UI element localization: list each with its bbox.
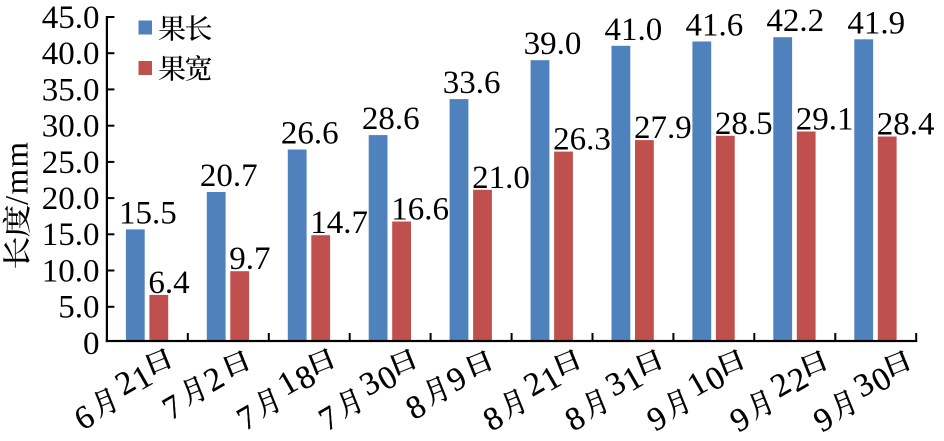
svg-text:10.0: 10.0	[42, 253, 100, 289]
svg-text:28.6: 28.6	[362, 101, 420, 137]
svg-text:26.6: 26.6	[281, 116, 339, 152]
svg-text:35.0: 35.0	[42, 72, 100, 108]
svg-text:15.5: 15.5	[119, 195, 177, 231]
svg-text:16.6: 16.6	[391, 192, 449, 228]
svg-text:27.9: 27.9	[634, 110, 692, 146]
svg-text:28.5: 28.5	[715, 106, 773, 142]
svg-text:30.0: 30.0	[42, 109, 100, 145]
svg-text:5.0: 5.0	[58, 290, 99, 326]
svg-text:21.0: 21.0	[472, 160, 530, 196]
svg-text:28.4: 28.4	[877, 107, 935, 143]
svg-text:20.0: 20.0	[42, 181, 100, 217]
svg-text:29.1: 29.1	[796, 102, 854, 138]
svg-text:/mm: /mm	[0, 141, 35, 205]
svg-text:41.9: 41.9	[847, 5, 905, 41]
svg-text:14.7: 14.7	[310, 205, 368, 241]
svg-text:41.0: 41.0	[605, 12, 663, 48]
svg-text:15.0: 15.0	[42, 217, 100, 253]
svg-text:41.6: 41.6	[686, 8, 744, 44]
svg-text:26.3: 26.3	[553, 122, 611, 158]
svg-text:6.4: 6.4	[148, 265, 189, 301]
svg-text:40.0: 40.0	[42, 36, 100, 72]
svg-text:25.0: 25.0	[42, 145, 100, 181]
svg-text:42.2: 42.2	[766, 3, 824, 39]
svg-text:45.0: 45.0	[42, 0, 100, 36]
svg-text:9.7: 9.7	[229, 241, 270, 277]
svg-text:0: 0	[83, 326, 100, 362]
svg-text:39.0: 39.0	[524, 26, 582, 62]
svg-text:33.6: 33.6	[443, 65, 501, 101]
svg-text:20.7: 20.7	[200, 158, 258, 194]
